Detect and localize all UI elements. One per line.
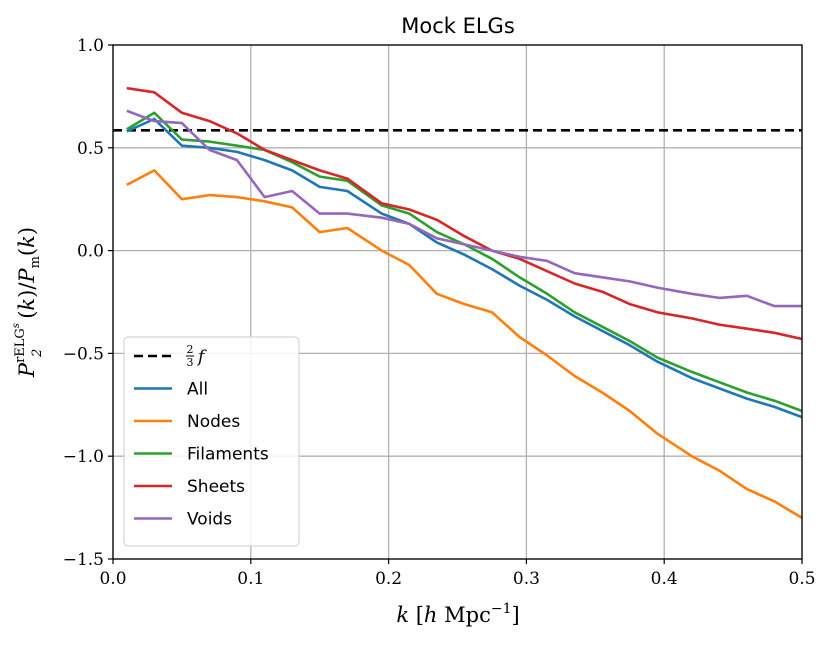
x-tick-label: 0.4 [651, 569, 678, 589]
x-axis-label: k [h Mpc−1] [396, 601, 519, 627]
x-tick-label: 0.5 [788, 569, 815, 589]
legend-label-reference: 23 f [186, 343, 207, 369]
y-tick-label: −1.5 [63, 550, 104, 570]
legend-label-all: All [187, 380, 208, 400]
x-axis-title: k [h Mpc−1] [396, 601, 519, 627]
y-tick-label: 0.5 [77, 139, 104, 159]
series-line-sheets [126, 86, 803, 341]
legend: 23 f All Nodes Filaments Sheets Voids [123, 336, 300, 547]
y-tick-label: −1.0 [63, 447, 104, 467]
legend-frac-var: f [196, 347, 207, 367]
legend-label-filaments: Filaments [187, 445, 269, 465]
legend-frac-den: 3 [187, 356, 194, 369]
y-tick-label: −0.5 [63, 344, 104, 364]
y-axis-label: PrELGs2(k)/Pm(k) [11, 227, 45, 378]
ticks: 0.0 0.1 0.2 0.3 0.4 0.5 1.0 0.5 0.0 −0.5 −1.0 −1.5 [63, 36, 816, 589]
legend-label-sheets: Sheets [187, 477, 245, 497]
series-line-nodes [126, 169, 803, 520]
y-tick-label: 0.0 [77, 242, 104, 262]
x-tick-label: 0.1 [237, 569, 264, 589]
x-tick-label: 0.2 [375, 569, 402, 589]
series-line-voids [126, 109, 802, 308]
series-line-all [126, 117, 803, 419]
plot-frame [112, 44, 803, 560]
legend-frac-num: 2 [187, 343, 194, 356]
legend-label-voids: Voids [187, 510, 232, 530]
y-axis-title: PrELGs2(k)/Pm(k) [11, 227, 45, 378]
series-layer [113, 86, 803, 520]
x-tick-label: 0.0 [99, 569, 126, 589]
chart-title: Mock ELGs [401, 14, 515, 38]
x-tick-label: 0.3 [513, 569, 540, 589]
legend-label-nodes: Nodes [187, 412, 240, 432]
y-tick-label: 1.0 [77, 36, 104, 56]
